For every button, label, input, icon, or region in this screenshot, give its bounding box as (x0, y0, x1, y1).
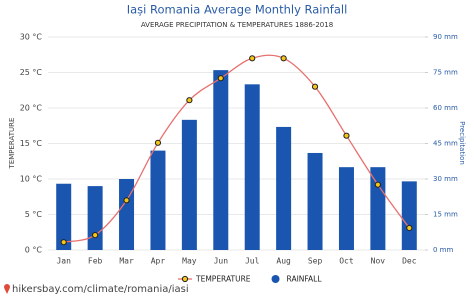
bar (119, 179, 135, 250)
y-axis-label: TEMPERATURE (8, 118, 16, 170)
y-tick-label: 30 °C (20, 33, 43, 42)
x-tick-label: Oct (339, 257, 354, 266)
bar (370, 167, 386, 250)
legend-marker (271, 275, 280, 283)
legend-marker (181, 275, 189, 283)
bar (150, 150, 166, 250)
point (343, 132, 350, 139)
bar (213, 70, 229, 250)
y2-tick-label: 45 mm (433, 140, 458, 148)
pin-icon (4, 284, 10, 294)
x-tick-label: Jul (245, 257, 260, 266)
x-tick-label: Feb (88, 257, 103, 266)
y2-tick-label: 15 mm (433, 211, 458, 219)
bar (307, 152, 323, 250)
source: hikersbay.com/climate/romania/iasi (12, 284, 189, 295)
point (280, 55, 287, 62)
x-tick-label: Mar (119, 257, 134, 266)
bar (181, 119, 197, 250)
y2-axis-label: Precipitation (458, 121, 466, 165)
y-tick-label: 20 °C (20, 104, 43, 113)
point (154, 139, 162, 146)
x-tick-label: May (182, 257, 197, 266)
chart-subtitle: AVERAGE PRECIPITATION & TEMPERATURES 188… (141, 21, 333, 29)
x-tick-label: Jan (56, 257, 71, 266)
bar (244, 84, 260, 250)
point (217, 75, 224, 82)
bar (56, 183, 72, 250)
point (123, 197, 130, 204)
point (374, 181, 381, 188)
y2-tick-label: 90 mm (433, 33, 458, 41)
bar (87, 186, 103, 250)
bar (276, 126, 292, 250)
x-tick-label: Dec (402, 257, 417, 266)
bar (401, 181, 417, 250)
y-tick-label: 10 °C (20, 175, 43, 184)
point (186, 97, 193, 104)
x-tick-label: Jun (214, 257, 229, 266)
y-tick-label: 25 °C (20, 68, 43, 77)
y-tick-label: 5 °C (25, 210, 43, 219)
chart-title: Iași Romania Average Monthly Rainfall (127, 3, 348, 17)
y2-tick-label: 0 mm (433, 246, 453, 254)
point (60, 239, 67, 246)
x-tick-label: Sep (308, 257, 323, 266)
legend-label: RAINFALL (287, 275, 323, 284)
bar (338, 167, 354, 250)
y2-tick-label: 60 mm (433, 104, 458, 112)
point (406, 224, 413, 232)
x-tick-label: Aug (276, 257, 291, 266)
y-tick-label: 15 °C (20, 139, 43, 148)
x-tick-label: Apr (151, 257, 166, 266)
y2-tick-label: 75 mm (433, 69, 458, 77)
y2-tick-label: 30 mm (433, 175, 458, 183)
point (311, 83, 319, 90)
y-tick-label: 0 °C (25, 246, 43, 255)
point (92, 231, 99, 239)
legend-label: TEMPERATURE (195, 275, 251, 284)
point (249, 55, 256, 62)
x-tick-label: Nov (371, 257, 386, 266)
temperature-line (63, 54, 410, 243)
